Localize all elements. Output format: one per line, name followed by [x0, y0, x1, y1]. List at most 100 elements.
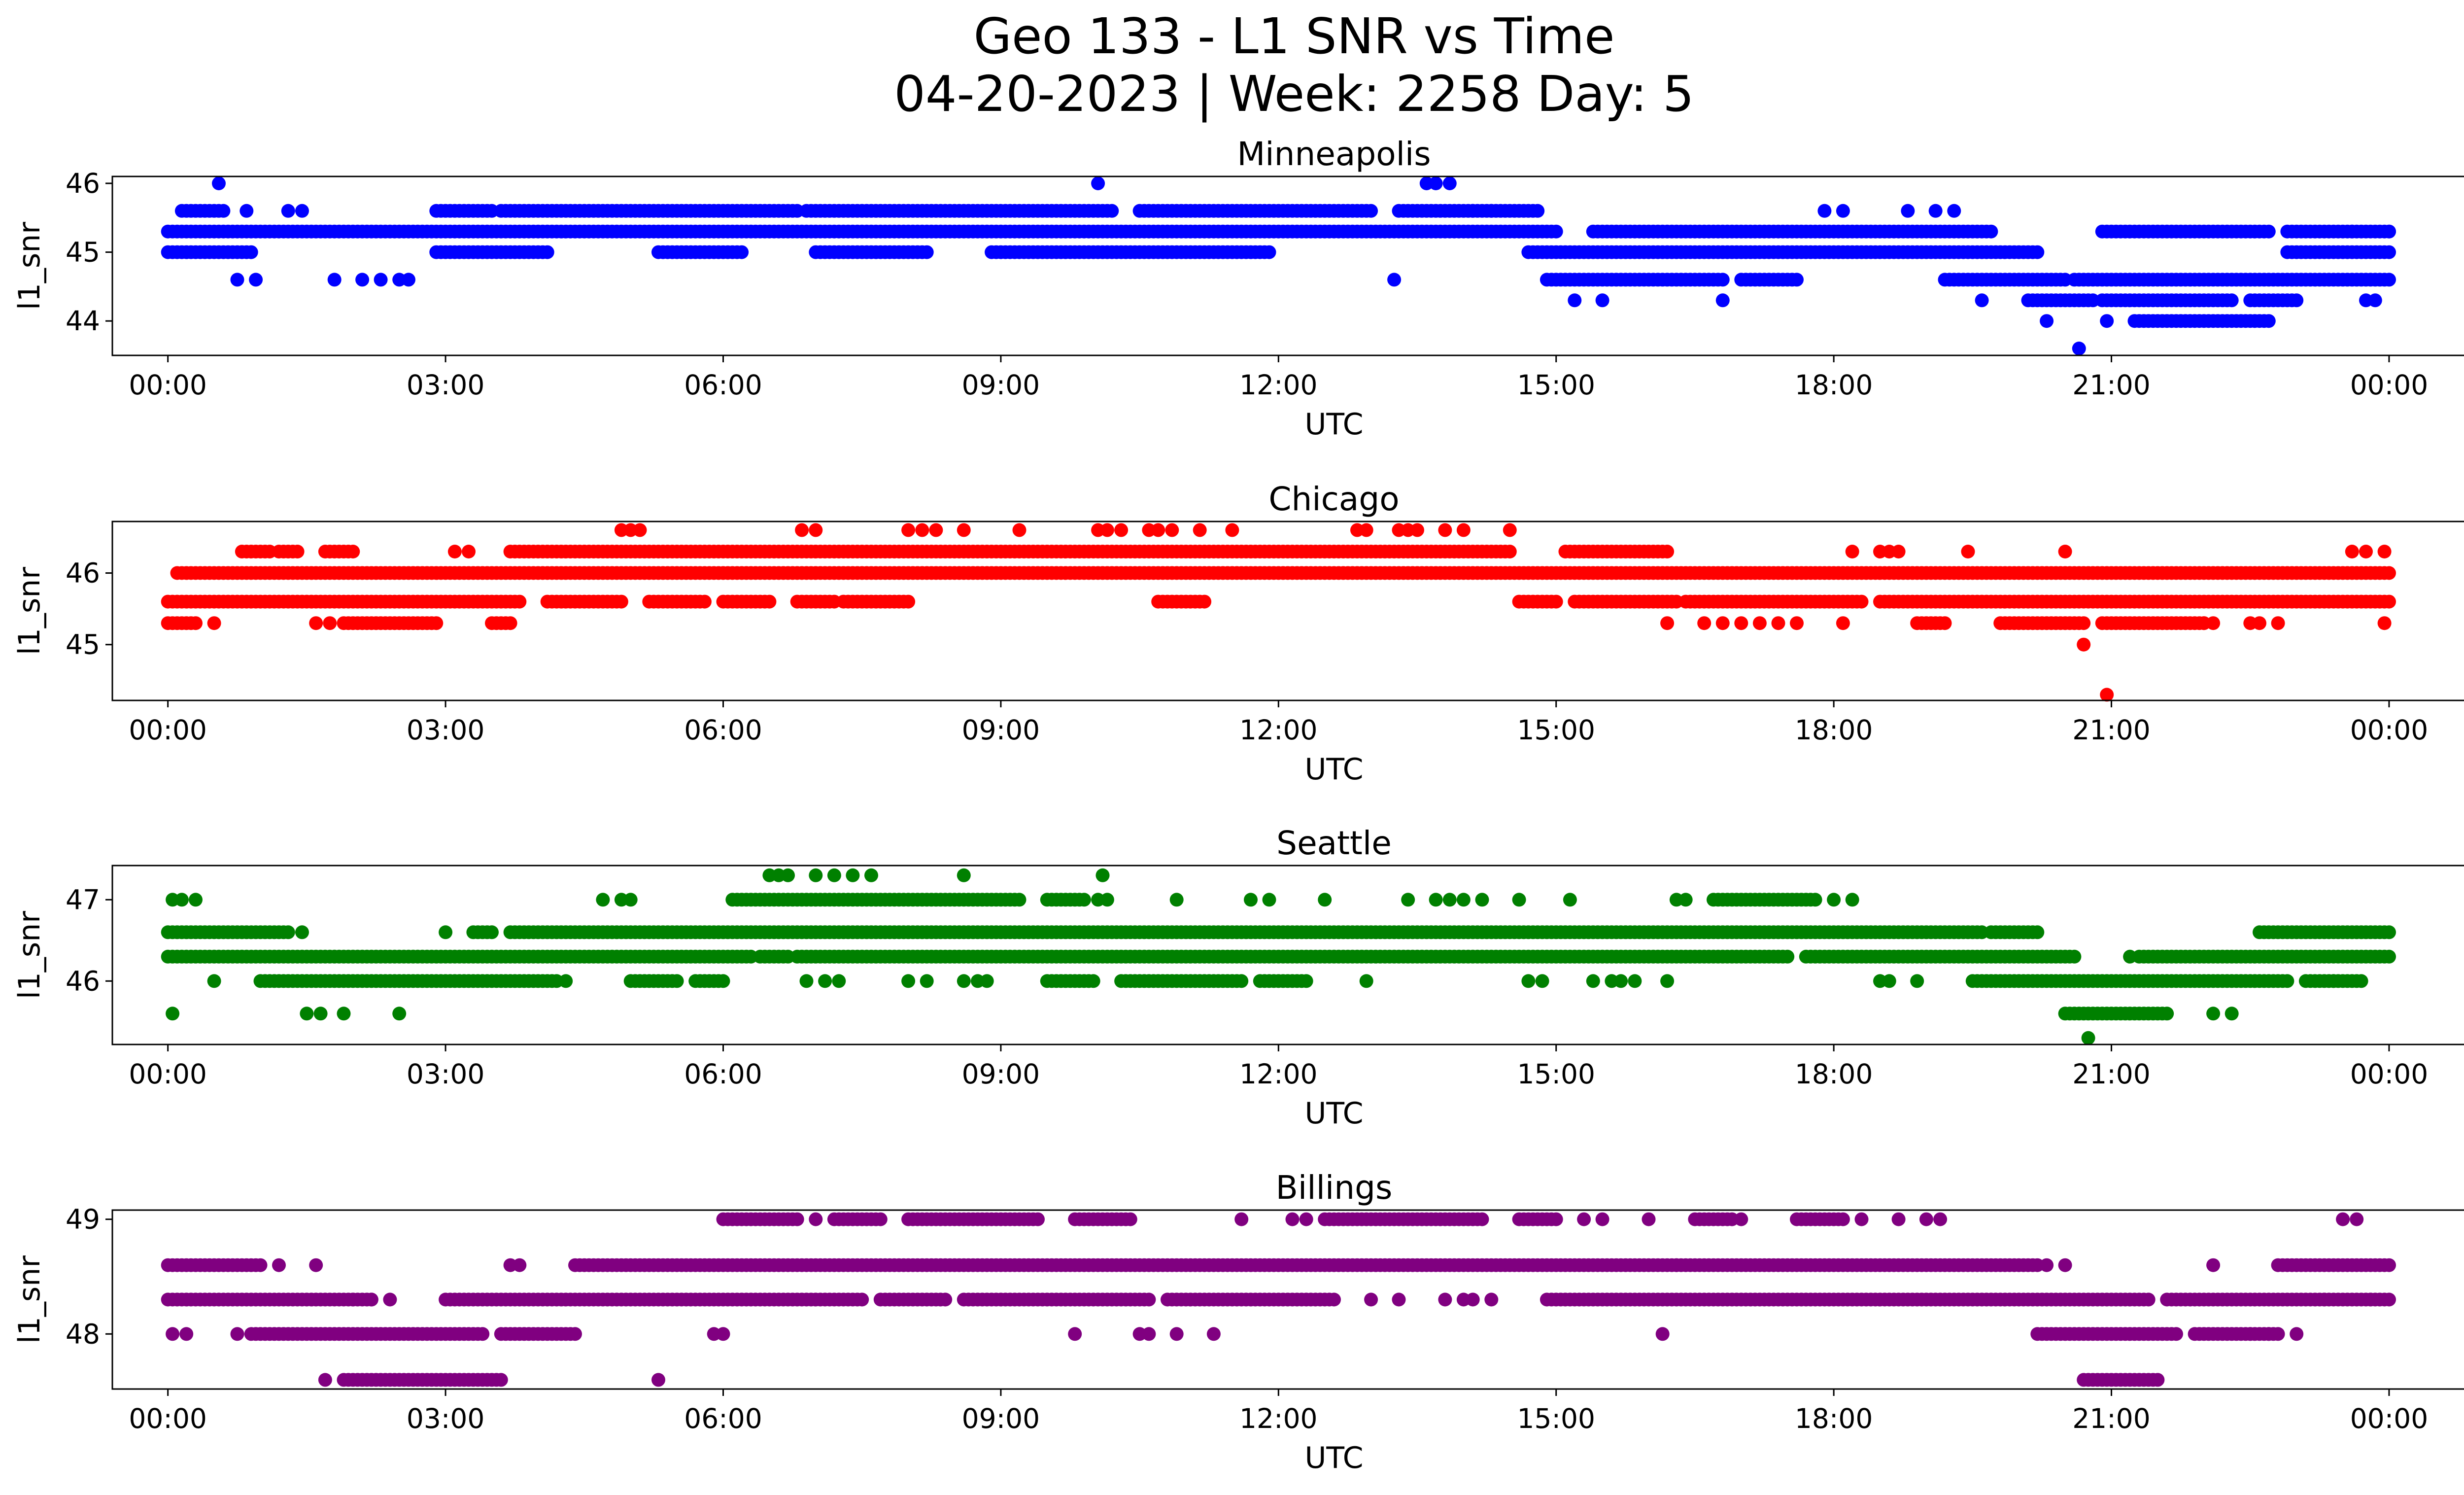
- data-point: [716, 974, 730, 988]
- data-point: [1595, 1212, 1609, 1226]
- data-point: [2368, 293, 2382, 308]
- data-point: [402, 273, 415, 287]
- data-point: [2030, 925, 2045, 939]
- data-point: [1456, 523, 1471, 537]
- data-point: [1854, 1212, 1869, 1226]
- chart-billings-points: [161, 1212, 2396, 1387]
- data-point: [2382, 273, 2396, 287]
- data-point: [1563, 893, 1577, 907]
- data-point: [1678, 893, 1693, 907]
- data-point: [174, 893, 189, 907]
- data-point: [2206, 616, 2221, 630]
- data-point: [873, 1212, 888, 1226]
- data-point: [1114, 523, 1129, 537]
- data-point: [374, 273, 388, 287]
- data-point: [920, 974, 934, 988]
- data-point: [253, 1258, 268, 1272]
- data-point: [1891, 1212, 1906, 1226]
- data-point: [439, 925, 453, 939]
- data-point: [1947, 204, 1961, 218]
- data-point: [207, 616, 221, 630]
- x-tick-label: 09:00: [962, 1058, 1040, 1090]
- data-point: [2100, 314, 2114, 328]
- data-point: [1484, 1292, 1499, 1307]
- data-point: [2345, 545, 2359, 558]
- data-point: [2382, 566, 2396, 580]
- x-tick-label: 00:00: [129, 714, 207, 746]
- data-point: [2151, 1373, 2165, 1387]
- data-point: [2382, 925, 2396, 939]
- data-point: [1429, 176, 1443, 190]
- x-tick-label: 00:00: [2350, 1058, 2429, 1090]
- data-point: [1628, 974, 1642, 988]
- x-tick-label: 15:00: [1517, 369, 1595, 401]
- data-point: [2077, 637, 2091, 652]
- chart-billings-x-axis-label: UTC: [1305, 1441, 1364, 1475]
- figure-title-line1: Geo 133 - L1 SNR vs Time: [974, 7, 1615, 65]
- data-point: [957, 974, 971, 988]
- y-tick-label: 49: [66, 1204, 100, 1235]
- data-point: [1401, 893, 1415, 907]
- data-point: [1938, 616, 1952, 630]
- data-point: [1715, 273, 1730, 287]
- data-point: [1142, 1327, 1156, 1341]
- data-point: [1549, 1212, 1563, 1226]
- data-point: [2077, 616, 2091, 630]
- data-point: [1169, 1327, 1184, 1341]
- data-point: [1299, 1212, 1313, 1226]
- data-point: [1790, 616, 1804, 630]
- data-point: [2253, 616, 2266, 630]
- data-point: [2224, 1007, 2239, 1021]
- x-tick-label: 00:00: [129, 1058, 207, 1090]
- data-point: [2382, 245, 2396, 259]
- x-tick-label: 12:00: [1239, 714, 1318, 746]
- data-point: [920, 245, 934, 259]
- data-point: [2040, 314, 2054, 328]
- data-point: [309, 616, 323, 630]
- chart-seattle-points: [161, 868, 2396, 1045]
- data-point: [716, 1327, 730, 1341]
- data-point: [1586, 974, 1600, 988]
- data-point: [1262, 893, 1276, 907]
- data-point: [827, 868, 841, 882]
- data-point: [1882, 974, 1896, 988]
- data-point: [212, 176, 226, 190]
- chart-seattle-title: Seattle: [1276, 824, 1392, 862]
- data-point: [1845, 893, 1859, 907]
- data-point: [1660, 974, 1675, 988]
- data-point: [1151, 523, 1165, 537]
- data-point: [327, 273, 342, 287]
- data-point: [318, 1373, 332, 1387]
- data-point: [2067, 949, 2082, 964]
- data-point: [559, 974, 573, 988]
- x-tick-label: 00:00: [2350, 1403, 2429, 1434]
- data-point: [1244, 893, 1258, 907]
- data-point: [790, 1212, 804, 1226]
- data-point: [2030, 245, 2045, 259]
- data-point: [2261, 314, 2276, 328]
- data-point: [2280, 974, 2294, 988]
- data-point: [2100, 688, 2114, 702]
- data-point: [1364, 1292, 1378, 1307]
- data-point: [2160, 1007, 2174, 1021]
- data-point: [1095, 868, 1110, 882]
- data-point: [1655, 1327, 1670, 1341]
- x-tick-label: 06:00: [684, 369, 762, 401]
- x-tick-label: 00:00: [2350, 714, 2429, 746]
- data-point: [300, 1007, 314, 1021]
- x-tick-label: 18:00: [1795, 369, 1873, 401]
- data-point: [513, 1258, 527, 1272]
- x-tick-label: 15:00: [1517, 1403, 1595, 1434]
- data-point: [1549, 224, 1563, 239]
- data-point: [189, 616, 203, 630]
- chart-seattle-axes-frame: [111, 865, 2464, 1045]
- data-point: [2081, 1031, 2095, 1045]
- data-point: [1438, 1292, 1452, 1307]
- data-point: [1142, 1292, 1156, 1307]
- data-point: [2224, 293, 2239, 308]
- data-point: [901, 974, 916, 988]
- data-point: [980, 974, 994, 988]
